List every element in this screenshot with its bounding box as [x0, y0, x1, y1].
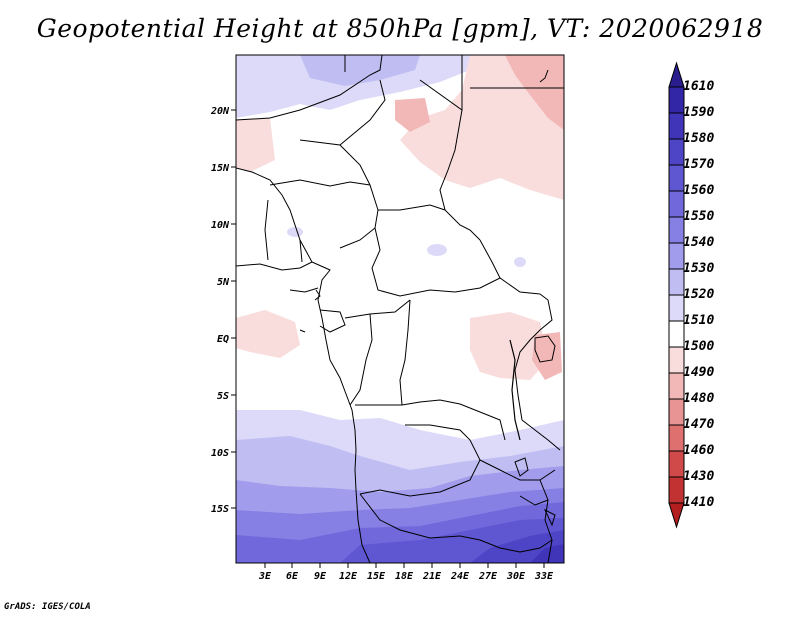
colorbar-swatch: [668, 346, 685, 374]
colorbar-swatch: [668, 138, 685, 166]
colorbar-swatch: [668, 398, 685, 426]
map-panel: [236, 55, 564, 563]
colorbar-swatch: [668, 268, 685, 296]
colorbar-swatch: [668, 424, 685, 452]
lat-axis: 20N 15N 10N 5N EQ 5S 10S 15S: [210, 106, 236, 515]
lat-tick-15s: 15S: [211, 504, 229, 515]
colorbar-label: 1530: [683, 261, 715, 276]
lon-tick-9e: 9E: [314, 571, 327, 582]
colorbar-label: 1460: [683, 443, 715, 458]
colorbar-label: 1410: [683, 495, 715, 510]
grads-credit: GrADS: IGES/COLA: [4, 602, 91, 612]
colorbar-label: 1480: [683, 391, 715, 406]
colorbar-label: 1590: [683, 105, 715, 120]
colorbar-label: 1540: [683, 235, 715, 250]
map-title: Geopotential Height at 850hPa [gpm], VT:…: [36, 14, 764, 43]
colorbar-swatch: [668, 450, 685, 478]
lat-tick-5n: 5N: [217, 277, 230, 288]
lon-tick-6e: 6E: [286, 571, 299, 582]
colorbar-bottom-triangle: [668, 502, 685, 529]
colorbar-top-triangle: [668, 61, 685, 88]
colorbar-label: 1580: [683, 131, 715, 146]
lon-axis: 3E 6E 9E 12E 15E 18E 21E 24E 27E 30E 33E: [258, 563, 554, 582]
colorbar-label: 1610: [683, 79, 715, 94]
colorbar-swatch: [668, 190, 685, 218]
colorbar-swatch: [668, 476, 685, 504]
colorbar-swatch: [668, 216, 685, 244]
lat-tick-10n: 10N: [211, 220, 230, 231]
colorbar-label: 1570: [683, 157, 715, 172]
colorbar-swatch: [668, 294, 685, 322]
lat-tick-5s: 5S: [217, 391, 229, 402]
colorbar-swatch: [668, 164, 685, 192]
lon-tick-24e: 24E: [450, 571, 470, 582]
colorbar-label: 1490: [683, 365, 715, 380]
lat-tick-20n: 20N: [210, 106, 230, 117]
colorbar-label: 1500: [683, 339, 715, 354]
colorbar-label: 1430: [683, 469, 715, 484]
colorbar-label: 1550: [683, 209, 715, 224]
lat-tick-10s: 10S: [211, 448, 229, 459]
lat-tick-15n: 15N: [211, 163, 230, 174]
lon-tick-21e: 21E: [422, 571, 442, 582]
colorbar-swatch: [668, 320, 685, 348]
colorbar-label: 1560: [683, 183, 715, 198]
lon-tick-3e: 3E: [258, 571, 272, 582]
lon-tick-15e: 15E: [367, 571, 386, 582]
colorbar-swatch: [668, 112, 685, 140]
colorbar: [668, 61, 685, 529]
lon-tick-30e: 30E: [506, 571, 526, 582]
colorbar-swatch: [668, 86, 685, 114]
colorbar-label: 1510: [683, 313, 715, 328]
colorbar-swatch: [668, 372, 685, 400]
lon-tick-12e: 12E: [339, 571, 358, 582]
colorbar-label: 1470: [683, 417, 715, 432]
lat-tick-eq: EQ: [217, 334, 229, 345]
lon-tick-18e: 18E: [395, 571, 414, 582]
colorbar-label: 1520: [683, 287, 715, 302]
lon-tick-33e: 33E: [534, 571, 554, 582]
colorbar-swatch: [668, 242, 685, 270]
lon-tick-27e: 27E: [478, 571, 498, 582]
